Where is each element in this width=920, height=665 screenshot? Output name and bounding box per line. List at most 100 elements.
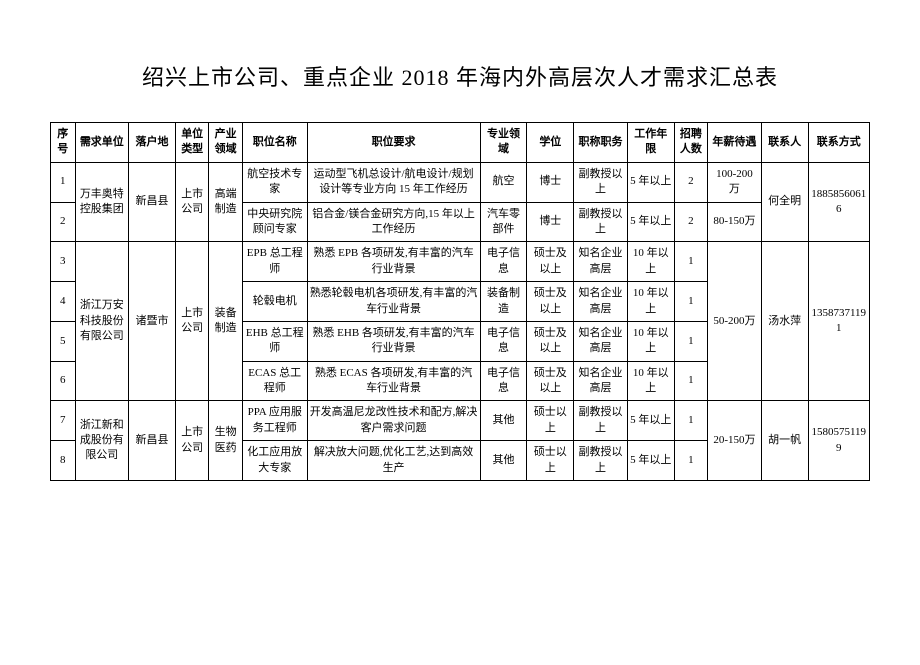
header-seq: 序号	[51, 123, 76, 163]
cell-exp: 10 年以上	[627, 321, 674, 361]
cell-seq: 1	[51, 162, 76, 202]
cell-req: 熟悉 EHB 各项研发,有丰富的汽车行业背景	[307, 321, 480, 361]
cell-exp: 10 年以上	[627, 242, 674, 282]
header-phone: 联系方式	[808, 123, 869, 163]
cell-exp: 5 年以上	[627, 162, 674, 202]
cell-salary: 80-150万	[708, 202, 762, 242]
cell-pos: PPA 应用服务工程师	[242, 401, 307, 441]
cell-req: 熟悉轮毂电机各项研发,有丰富的汽车行业背景	[307, 282, 480, 322]
cell-req: 解决放大问题,优化工艺,达到高效生产	[307, 441, 480, 481]
cell-degree: 博士	[527, 162, 574, 202]
cell-req: 开发高温尼龙改性技术和配方,解决客户需求问题	[307, 401, 480, 441]
cell-title: 副教授以上	[574, 162, 628, 202]
cell-degree: 硕士及以上	[527, 321, 574, 361]
cell-degree: 硕士及以上	[527, 242, 574, 282]
header-unit: 需求单位	[75, 123, 129, 163]
header-contact: 联系人	[761, 123, 808, 163]
cell-seq: 2	[51, 202, 76, 242]
cell-phone: 18858560616	[808, 162, 869, 242]
cell-exp: 10 年以上	[627, 282, 674, 322]
cell-field: 其他	[480, 401, 527, 441]
cell-num: 1	[674, 441, 707, 481]
cell-req: 熟悉 EPB 各项研发,有丰富的汽车行业背景	[307, 242, 480, 282]
cell-pos: ECAS 总工程师	[242, 361, 307, 401]
cell-unit: 浙江万安科技股份有限公司	[75, 242, 129, 401]
header-field: 专业领域	[480, 123, 527, 163]
cell-seq: 4	[51, 282, 76, 322]
cell-degree: 硕士及以上	[527, 361, 574, 401]
cell-exp: 5 年以上	[627, 202, 674, 242]
cell-exp: 5 年以上	[627, 441, 674, 481]
table-row: 7 浙江新和成股份有限公司 新昌县 上市公司 生物医药 PPA 应用服务工程师 …	[51, 401, 870, 441]
cell-req: 运动型飞机总设计/航电设计/规划设计等专业方向 15 年工作经历	[307, 162, 480, 202]
cell-type: 上市公司	[175, 162, 208, 242]
cell-ind: 生物医药	[209, 401, 242, 481]
header-salary: 年薪待遇	[708, 123, 762, 163]
cell-loc: 新昌县	[129, 162, 176, 242]
talent-demand-table: 序号 需求单位 落户地 单位类型 产业领域 职位名称 职位要求 专业领域 学位 …	[50, 122, 870, 481]
cell-loc: 诸暨市	[129, 242, 176, 401]
cell-exp: 5 年以上	[627, 401, 674, 441]
cell-title: 知名企业高层	[574, 242, 628, 282]
cell-num: 1	[674, 282, 707, 322]
cell-degree: 硕士以上	[527, 441, 574, 481]
cell-num: 2	[674, 162, 707, 202]
cell-field: 汽车零部件	[480, 202, 527, 242]
header-pos: 职位名称	[242, 123, 307, 163]
cell-degree: 硕士及以上	[527, 282, 574, 322]
cell-pos: 航空技术专家	[242, 162, 307, 202]
header-loc: 落户地	[129, 123, 176, 163]
cell-field: 电子信息	[480, 321, 527, 361]
cell-contact: 汤水萍	[761, 242, 808, 401]
cell-salary: 20-150万	[708, 401, 762, 481]
header-ind: 产业领域	[209, 123, 242, 163]
cell-ind: 装备制造	[209, 242, 242, 401]
table-header-row: 序号 需求单位 落户地 单位类型 产业领域 职位名称 职位要求 专业领域 学位 …	[51, 123, 870, 163]
header-req: 职位要求	[307, 123, 480, 163]
cell-contact: 何全明	[761, 162, 808, 242]
cell-exp: 10 年以上	[627, 361, 674, 401]
cell-type: 上市公司	[175, 242, 208, 401]
header-num: 招聘人数	[674, 123, 707, 163]
cell-seq: 3	[51, 242, 76, 282]
cell-num: 1	[674, 361, 707, 401]
cell-pos: 化工应用放大专家	[242, 441, 307, 481]
cell-field: 电子信息	[480, 361, 527, 401]
header-type: 单位类型	[175, 123, 208, 163]
cell-num: 1	[674, 401, 707, 441]
cell-salary: 50-200万	[708, 242, 762, 401]
cell-num: 2	[674, 202, 707, 242]
cell-title: 知名企业高层	[574, 321, 628, 361]
cell-num: 1	[674, 242, 707, 282]
cell-contact: 胡一帆	[761, 401, 808, 481]
page-title: 绍兴上市公司、重点企业 2018 年海内外高层次人才需求汇总表	[50, 60, 870, 92]
cell-num: 1	[674, 321, 707, 361]
cell-seq: 5	[51, 321, 76, 361]
cell-pos: EHB 总工程师	[242, 321, 307, 361]
cell-field: 电子信息	[480, 242, 527, 282]
cell-title: 知名企业高层	[574, 361, 628, 401]
cell-pos: 轮毂电机	[242, 282, 307, 322]
cell-field: 航空	[480, 162, 527, 202]
table-row: 3 浙江万安科技股份有限公司 诸暨市 上市公司 装备制造 EPB 总工程师 熟悉…	[51, 242, 870, 282]
cell-phone: 15805751199	[808, 401, 869, 481]
cell-field: 其他	[480, 441, 527, 481]
cell-title: 副教授以上	[574, 441, 628, 481]
cell-type: 上市公司	[175, 401, 208, 481]
cell-ind: 高端制造	[209, 162, 242, 242]
cell-field: 装备制造	[480, 282, 527, 322]
cell-seq: 6	[51, 361, 76, 401]
header-title: 职称职务	[574, 123, 628, 163]
cell-title: 副教授以上	[574, 401, 628, 441]
cell-seq: 7	[51, 401, 76, 441]
cell-title: 知名企业高层	[574, 282, 628, 322]
cell-phone: 13587371191	[808, 242, 869, 401]
cell-req: 熟悉 ECAS 各项研发,有丰富的汽车行业背景	[307, 361, 480, 401]
cell-req: 铝合金/镁合金研究方向,15 年以上工作经历	[307, 202, 480, 242]
header-exp: 工作年限	[627, 123, 674, 163]
cell-seq: 8	[51, 441, 76, 481]
table-row: 1 万丰奥特控股集团 新昌县 上市公司 高端制造 航空技术专家 运动型飞机总设计…	[51, 162, 870, 202]
cell-title: 副教授以上	[574, 202, 628, 242]
cell-degree: 硕士以上	[527, 401, 574, 441]
cell-pos: 中央研究院顾问专家	[242, 202, 307, 242]
